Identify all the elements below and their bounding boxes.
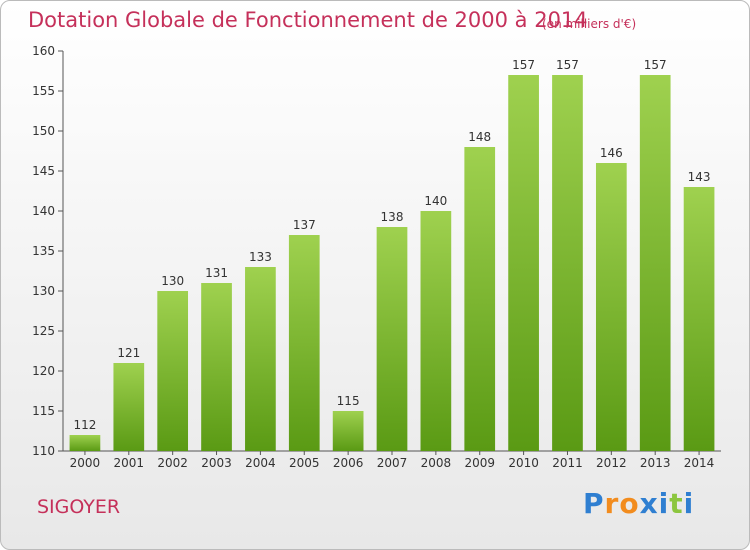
logo-letter: P — [583, 487, 605, 520]
value-label-2014: 143 — [688, 170, 711, 184]
bar-2007 — [376, 227, 408, 451]
chart-title: Dotation Globale de Fonctionnement de 20… — [28, 8, 588, 32]
x-tick-label-2011: 2011 — [552, 456, 583, 470]
x-tick-label-2007: 2007 — [377, 456, 408, 470]
value-labels: 112 121 130 131 133 137 115 138 140 148 157 157 146 1… — [73, 58, 710, 432]
value-label-2000: 112 — [73, 418, 96, 432]
y-tick-label: 130 — [32, 284, 55, 298]
x-tick-label-2004: 2004 — [245, 456, 276, 470]
y-tick-label: 125 — [32, 324, 55, 338]
logo-letter: i — [683, 487, 695, 520]
bar-2002 — [157, 291, 189, 451]
bar-2008 — [420, 211, 452, 451]
y-tick-label: 160 — [32, 44, 55, 58]
x-tick-label-2001: 2001 — [114, 456, 145, 470]
x-tick-label-2000: 2000 — [70, 456, 101, 470]
y-tick-label: 150 — [32, 124, 55, 138]
bar-2014 — [683, 187, 715, 451]
value-label-2010: 157 — [512, 58, 535, 72]
proxiti-logo: Proxiti — [583, 487, 694, 520]
y-tick-label: 135 — [32, 244, 55, 258]
value-label-2006: 115 — [337, 394, 360, 408]
x-tick-label-2010: 2010 — [508, 456, 539, 470]
x-tick-label-2005: 2005 — [289, 456, 320, 470]
value-label-2013: 157 — [644, 58, 667, 72]
value-label-2012: 146 — [600, 146, 623, 160]
bar-2010 — [508, 75, 539, 451]
bar-2001 — [113, 363, 145, 451]
value-label-2002: 130 — [161, 274, 184, 288]
x-tick-label-2002: 2002 — [157, 456, 188, 470]
bar-2004 — [245, 267, 276, 451]
x-tick-label-2006: 2006 — [333, 456, 364, 470]
bar-2003 — [201, 283, 232, 451]
logo-letter: i — [658, 487, 670, 520]
value-label-2003: 131 — [205, 266, 228, 280]
bar-2013 — [639, 75, 671, 451]
bar-2005 — [288, 235, 320, 451]
logo-letter: o — [619, 487, 640, 520]
bar-2012 — [595, 163, 627, 451]
y-tick-label: 155 — [32, 84, 55, 98]
bar-2006 — [332, 411, 364, 451]
axes: 110 115 120 125 130 135 140 145 150 155 160 2000 200… — [32, 44, 721, 470]
value-label-2008: 140 — [424, 194, 447, 208]
y-tick-label: 115 — [32, 404, 55, 418]
x-tick-label-2014: 2014 — [684, 456, 715, 470]
logo-letter: t — [669, 487, 684, 520]
value-label-2007: 138 — [381, 210, 404, 224]
x-tick-label-2008: 2008 — [421, 456, 452, 470]
x-tick-label-2012: 2012 — [596, 456, 627, 470]
y-tick-label: 140 — [32, 204, 55, 218]
x-tick-label-2003: 2003 — [201, 456, 232, 470]
y-tick-label: 110 — [32, 444, 55, 458]
value-label-2005: 137 — [293, 218, 316, 232]
value-label-2004: 133 — [249, 250, 272, 264]
value-label-2009: 148 — [468, 130, 491, 144]
bar-2011 — [552, 75, 583, 451]
bar-2000 — [69, 435, 101, 451]
bars — [69, 75, 715, 451]
logo-letter: r — [604, 487, 620, 520]
y-tick-label: 145 — [32, 164, 55, 178]
chart-subtitle: (en milliers d'€) — [542, 17, 637, 31]
y-tick-label: 120 — [32, 364, 55, 378]
commune-name: SIGOYER — [37, 496, 121, 518]
value-label-2011: 157 — [556, 58, 579, 72]
x-tick-label-2009: 2009 — [464, 456, 495, 470]
bar-2009 — [464, 147, 496, 451]
logo-letter: x — [639, 487, 659, 520]
x-tick-label-2013: 2013 — [640, 456, 671, 470]
value-label-2001: 121 — [117, 346, 140, 360]
